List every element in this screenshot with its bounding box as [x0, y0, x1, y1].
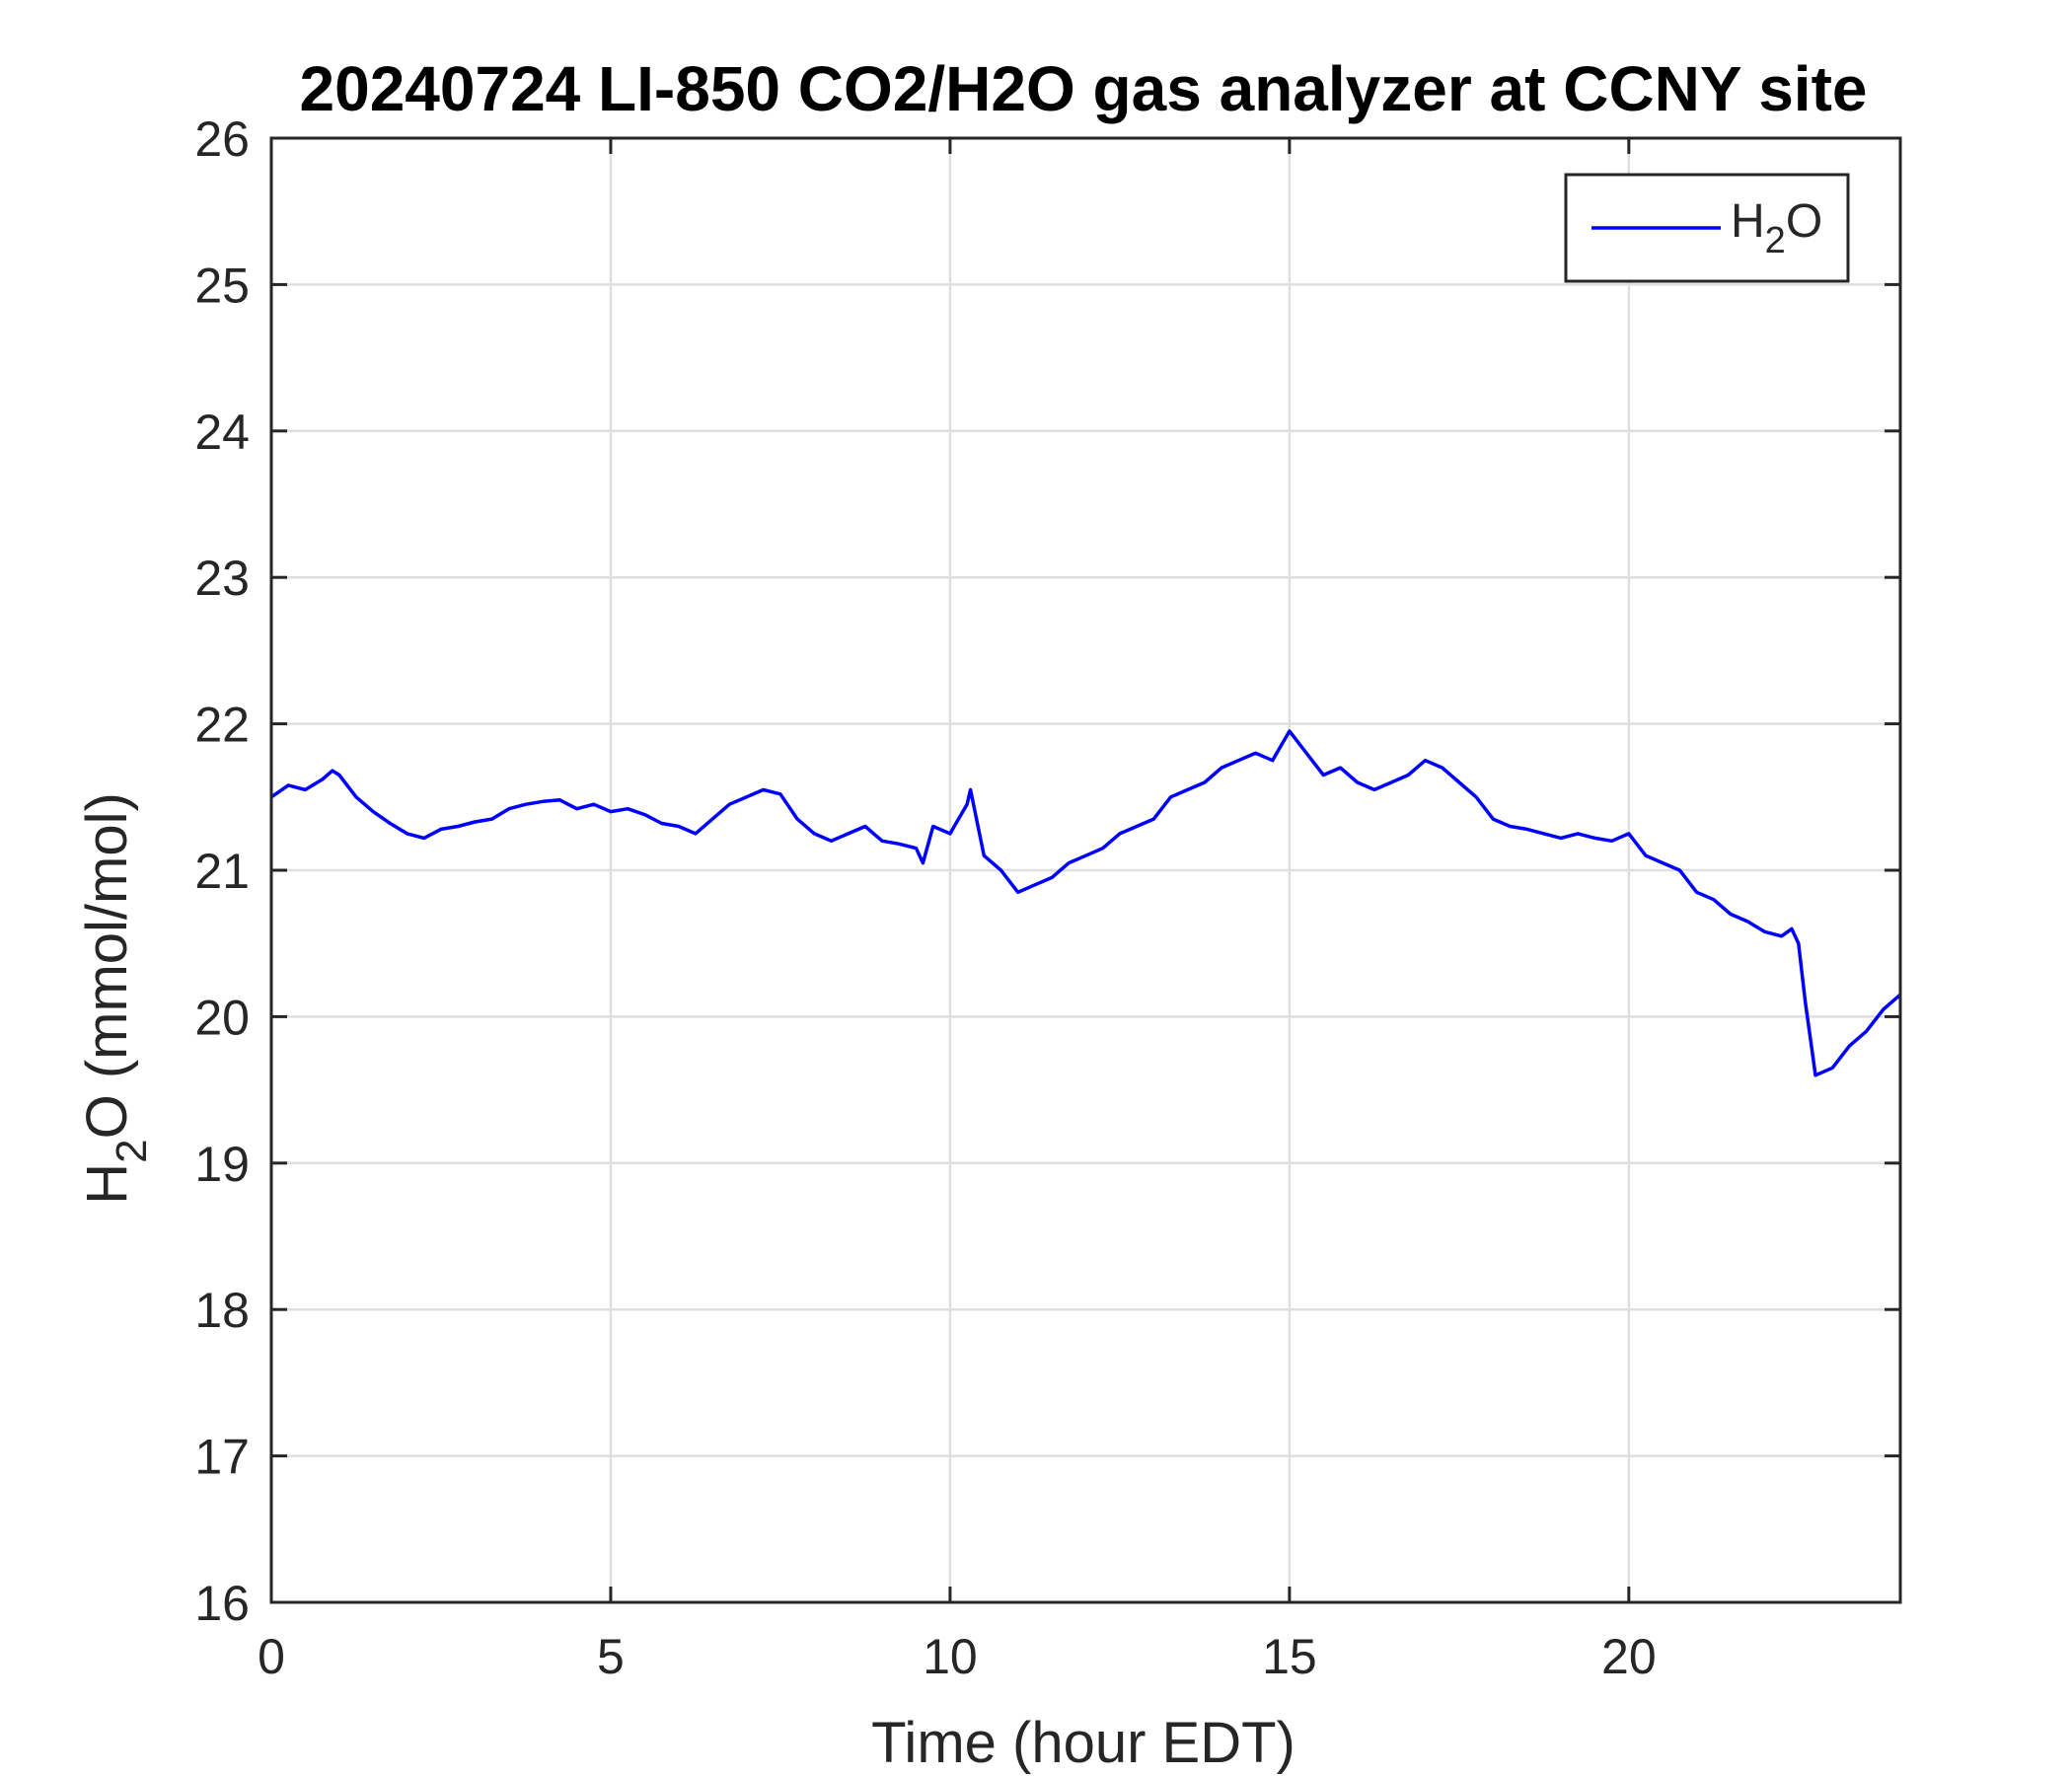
y-tick-label: 18 — [194, 1283, 250, 1338]
y-axis-label-main: H — [75, 1163, 139, 1205]
y-axis-ticks: 16 17 18 19 20 21 22 23 24 25 26 — [194, 111, 1900, 1631]
legend-label-h2o: H2O — [1731, 195, 1822, 261]
legend: H2O — [1564, 173, 1850, 283]
y-tick-label: 24 — [194, 405, 250, 460]
x-axis-label: Time (hour EDT) — [871, 1711, 1295, 1775]
y-axis-label-rest: O (mmol/mol) — [75, 792, 139, 1139]
y-tick-label: 23 — [194, 551, 250, 606]
y-tick-label: 26 — [194, 111, 250, 167]
y-axis-label: H2O (mmol/mol) — [75, 792, 156, 1205]
y-tick-label: 16 — [194, 1576, 250, 1631]
x-tick-label: 15 — [1262, 1629, 1317, 1684]
legend-label-rest: O — [1786, 195, 1822, 248]
y-tick-label: 17 — [194, 1430, 250, 1485]
x-axis-ticks: 0 5 10 15 20 — [258, 138, 1657, 1684]
y-tick-label: 20 — [194, 990, 250, 1045]
y-tick-label: 25 — [194, 258, 250, 313]
y-tick-label: 22 — [194, 698, 250, 753]
x-tick-label: 10 — [923, 1629, 978, 1684]
x-tick-label: 0 — [258, 1629, 285, 1684]
chart-title: 20240724 LI-850 CO2/H2O gas analyzer at … — [300, 53, 1868, 124]
y-axis-label-subscript: 2 — [108, 1139, 156, 1162]
legend-label-subscript: 2 — [1765, 220, 1786, 261]
y-tick-label: 19 — [194, 1137, 250, 1192]
x-tick-label: 20 — [1601, 1629, 1657, 1684]
y-tick-label: 21 — [194, 844, 250, 899]
legend-label-main: H — [1731, 195, 1765, 248]
x-tick-label: 5 — [597, 1629, 625, 1684]
series-line-h2o — [270, 729, 1902, 1077]
series-layer — [270, 729, 1902, 1077]
